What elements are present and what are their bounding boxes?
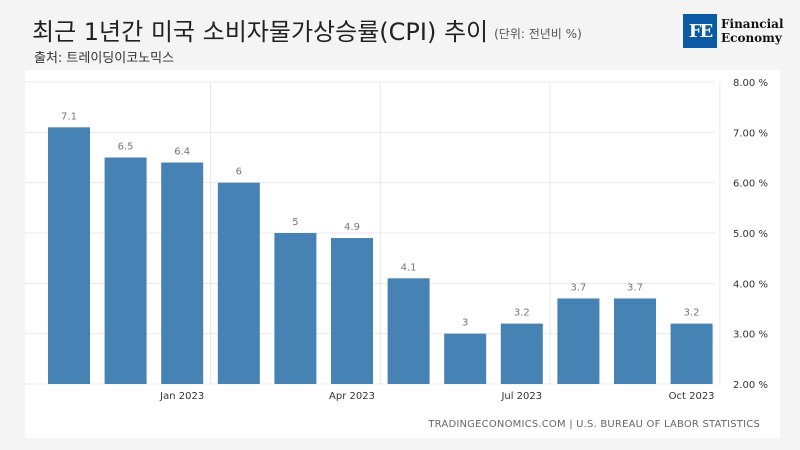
bar-value-label: 3 xyxy=(462,318,468,329)
bar xyxy=(274,233,317,384)
logo-line1: Financial xyxy=(721,17,784,31)
bar-value-label: 7.1 xyxy=(61,111,77,122)
bar xyxy=(48,127,90,385)
y-tick-label: 6.00 % xyxy=(733,179,768,190)
bar xyxy=(444,333,487,384)
title-text: 최근 1년간 미국 소비자물가상승률(CPI) 추이 xyxy=(32,18,489,46)
y-tick-label: 4.00 % xyxy=(733,279,768,290)
bar-value-label: 3.2 xyxy=(514,308,530,319)
x-tick-label: Jul 2023 xyxy=(500,391,542,402)
source-label: 출처: 트레이딩이코노믹스 xyxy=(34,51,175,66)
logo-wordmark: Financial Economy xyxy=(721,17,784,45)
x-tick-label: Jan 2023 xyxy=(159,391,204,402)
y-tick-label: 7.00 % xyxy=(733,128,768,139)
bar xyxy=(500,323,543,384)
bar-value-label: 5 xyxy=(292,217,298,228)
bar xyxy=(670,323,713,384)
y-tick-label: 3.00 % xyxy=(733,330,768,341)
unit-label: (단위: 전년비 %) xyxy=(494,26,582,41)
bar-value-label: 6.5 xyxy=(118,142,134,153)
y-tick-label: 8.00 % xyxy=(733,78,768,89)
financial-economy-logo: FE Financial Economy xyxy=(683,14,784,48)
bar-value-label: 6 xyxy=(236,167,242,178)
bar xyxy=(161,162,204,384)
x-tick-label: Oct 2023 xyxy=(669,391,715,402)
bar xyxy=(104,157,147,384)
bar xyxy=(331,238,373,384)
logo-mark: FE xyxy=(683,14,717,48)
bar-value-label: 6.4 xyxy=(174,147,190,158)
bar-value-label: 3.7 xyxy=(570,282,586,293)
bar xyxy=(217,182,260,384)
bar-value-label: 4.1 xyxy=(401,262,417,273)
x-tick-label: Apr 2023 xyxy=(329,391,375,402)
bar xyxy=(387,278,430,384)
bar-value-label: 3.2 xyxy=(684,308,700,319)
bar-chart: 2.00 % 3.00 % 4.00 % 5.00 % 6.00 % 7.00 % 8.00… xyxy=(25,78,768,402)
logo-line2: Economy xyxy=(721,31,782,45)
bar xyxy=(557,298,600,384)
bar-value-label: 4.9 xyxy=(344,222,360,233)
chart-panel: 2.00 % 3.00 % 4.00 % 5.00 % 6.00 % 7.00 % 8.00… xyxy=(25,70,780,438)
y-tick-label: 2.00 % xyxy=(733,380,768,391)
chart-footer-source: TRADINGECONOMICS.COM | U.S. BUREAU OF LA… xyxy=(428,419,760,430)
bar xyxy=(614,298,656,384)
chart-title: 최근 1년간 미국 소비자물가상승률(CPI) 추이 (단위: 전년비 %) xyxy=(32,12,582,47)
y-tick-label: 5.00 % xyxy=(733,229,768,240)
bar-value-label: 3.7 xyxy=(627,282,643,293)
